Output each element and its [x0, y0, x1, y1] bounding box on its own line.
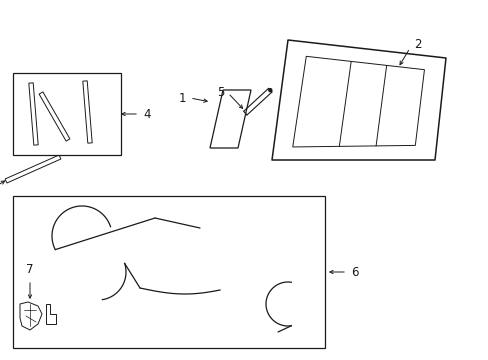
Text: 2: 2: [413, 37, 421, 50]
Text: 4: 4: [142, 108, 150, 121]
Text: 6: 6: [350, 266, 358, 279]
Text: 5: 5: [216, 86, 224, 99]
Bar: [13, 73, 121, 155]
Bar: [13, 196, 325, 348]
Circle shape: [268, 89, 271, 92]
Text: 1: 1: [178, 91, 185, 104]
Text: 7: 7: [26, 263, 34, 276]
